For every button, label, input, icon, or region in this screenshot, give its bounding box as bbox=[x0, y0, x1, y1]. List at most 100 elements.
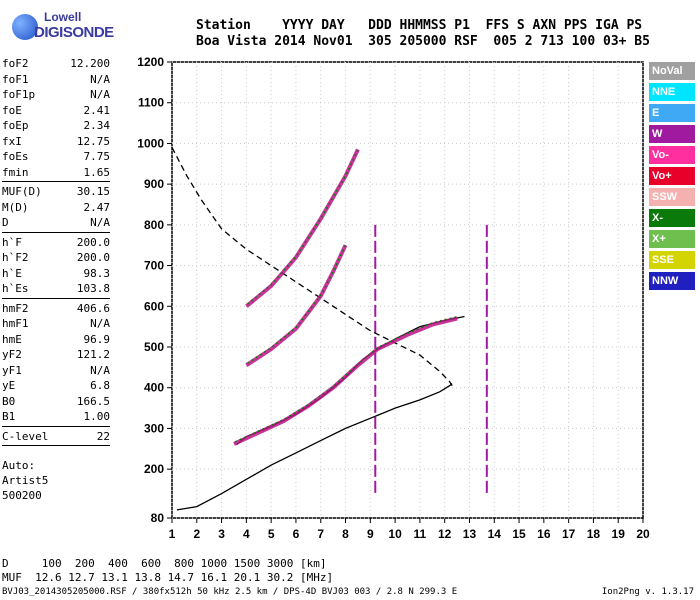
x-tick-label: 2 bbox=[193, 527, 200, 541]
x-tick-label: 11 bbox=[414, 527, 427, 541]
param-name: foF1p bbox=[2, 88, 36, 101]
param-value: 22 bbox=[96, 429, 110, 443]
param-name: hmF2 bbox=[2, 301, 29, 315]
param-value: 200.0 bbox=[76, 235, 110, 249]
legend-item-w: W bbox=[649, 125, 695, 143]
param-value: 406.6 bbox=[76, 301, 110, 315]
x-tick-label: 9 bbox=[367, 527, 374, 541]
param-separator bbox=[2, 297, 110, 299]
param-row: hmE 96.9 bbox=[2, 332, 110, 348]
param-value: 98.3 bbox=[83, 266, 111, 280]
param-row: fxI 12.75 bbox=[2, 134, 110, 150]
param-name: foF2 bbox=[2, 57, 29, 70]
param-row: fmin 1.65 bbox=[2, 165, 110, 181]
param-row: C-level 22 bbox=[2, 429, 110, 445]
x-tick-label: 18 bbox=[587, 527, 601, 541]
x-tick-label: 19 bbox=[612, 527, 626, 541]
param-row: h`F 200.0 bbox=[2, 235, 110, 251]
param-name: h`E bbox=[2, 266, 22, 280]
param-row: B1 1.00 bbox=[2, 409, 110, 425]
param-name: M(D) bbox=[2, 200, 29, 214]
y-tick-label: 80 bbox=[151, 511, 165, 525]
param-name: h`F bbox=[2, 235, 22, 249]
legend-item-e: E bbox=[649, 104, 695, 122]
param-row: h`Es 103.8 bbox=[2, 281, 110, 297]
legend-item-vo-: Vo- bbox=[649, 146, 695, 164]
param-row: yF2 121.2 bbox=[2, 347, 110, 363]
x-tick-label: 8 bbox=[342, 527, 349, 541]
x-tick-label: 1 bbox=[169, 527, 176, 541]
param-name: foE bbox=[2, 103, 22, 117]
param-name: foEp bbox=[2, 119, 29, 132]
digisonde-logo: Lowell DIGISONDE bbox=[6, 8, 114, 48]
echo-trace-x-3 bbox=[234, 315, 459, 443]
param-value: 96.9 bbox=[83, 332, 111, 346]
param-value: 200.0 bbox=[76, 251, 110, 264]
legend-item-x-: X- bbox=[649, 209, 695, 227]
param-name: hmE bbox=[2, 332, 22, 346]
param-name: B1 bbox=[2, 410, 16, 423]
param-value: N/A bbox=[90, 72, 110, 86]
logo-line1: Lowell bbox=[44, 10, 82, 24]
param-value: 12.200 bbox=[70, 57, 110, 70]
footer-file-info: BVJ03_2014305205000.RSF / 380fx512h 50 k… bbox=[2, 587, 458, 597]
param-value: 30.15 bbox=[76, 185, 110, 198]
y-tick-label: 500 bbox=[144, 340, 164, 354]
param-name: yE bbox=[2, 379, 16, 392]
x-tick-label: 20 bbox=[636, 527, 650, 541]
x-tick-label: 13 bbox=[463, 527, 477, 541]
param-value: 2.47 bbox=[83, 200, 111, 214]
param-name: C-level bbox=[2, 429, 49, 443]
param-value: 12.75 bbox=[76, 134, 110, 148]
param-name: foF1 bbox=[2, 72, 29, 86]
y-tick-label: 800 bbox=[144, 218, 164, 232]
autoscaling-line2: Artist5 bbox=[2, 474, 49, 487]
param-separator bbox=[2, 445, 110, 446]
footer-distance-row: D 100 200 400 600 800 1000 1500 3000 [km… bbox=[2, 557, 327, 570]
param-name: fmin bbox=[2, 165, 29, 179]
echo-trace-4 bbox=[245, 244, 348, 367]
legend-item-x-: X+ bbox=[649, 230, 695, 248]
param-row: M(D) 2.47 bbox=[2, 200, 110, 216]
param-value: 6.8 bbox=[90, 379, 110, 392]
autoscaling-line3: 500200 bbox=[2, 489, 42, 502]
param-value: 166.5 bbox=[76, 394, 110, 408]
param-value: 2.41 bbox=[83, 103, 111, 117]
param-name: B0 bbox=[2, 394, 16, 408]
y-tick-label: 900 bbox=[144, 177, 164, 191]
param-value: N/A bbox=[90, 216, 110, 229]
legend-item-sse: SSE bbox=[649, 251, 695, 269]
y-tick-label: 1000 bbox=[137, 136, 164, 150]
param-value: 7.75 bbox=[83, 150, 111, 163]
legend-item-vo-: Vo+ bbox=[649, 167, 695, 185]
param-row: hmF2 406.6 bbox=[2, 301, 110, 317]
model-dashed-line-2 bbox=[171, 147, 453, 387]
x-tick-label: 6 bbox=[293, 527, 300, 541]
param-name: D bbox=[2, 216, 9, 229]
param-row: hmF1 N/A bbox=[2, 316, 110, 332]
legend-item-ssw: SSW bbox=[649, 188, 695, 206]
param-separator bbox=[2, 425, 110, 427]
y-tick-label: 300 bbox=[144, 421, 164, 435]
y-tick-label: 1200 bbox=[137, 55, 164, 69]
param-row: foF1p N/A bbox=[2, 87, 110, 103]
y-tick-label: 700 bbox=[144, 259, 164, 273]
echo-trace-x-5 bbox=[246, 147, 360, 305]
param-separator bbox=[2, 231, 110, 233]
param-value: 1.00 bbox=[83, 410, 111, 423]
param-value: N/A bbox=[90, 363, 110, 377]
x-tick-label: 12 bbox=[438, 527, 452, 541]
header-line1: Station YYYY DAY DDD HHMMSS P1 FFS S AXN… bbox=[196, 18, 643, 33]
version-label: Ion2Png v. 1.3.17 bbox=[601, 587, 694, 597]
legend-item-noval: NoVal bbox=[649, 62, 695, 80]
param-value: 121.2 bbox=[76, 348, 110, 361]
plot-frame bbox=[171, 61, 644, 519]
param-row: D N/A bbox=[2, 215, 110, 231]
x-tick-label: 3 bbox=[218, 527, 225, 541]
autoscaling-line1: Auto: bbox=[2, 459, 36, 472]
param-row: h`F2 200.0 bbox=[2, 250, 110, 266]
param-name: h`Es bbox=[2, 282, 29, 295]
param-name: foEs bbox=[2, 150, 29, 163]
y-tick-label: 600 bbox=[144, 299, 164, 313]
